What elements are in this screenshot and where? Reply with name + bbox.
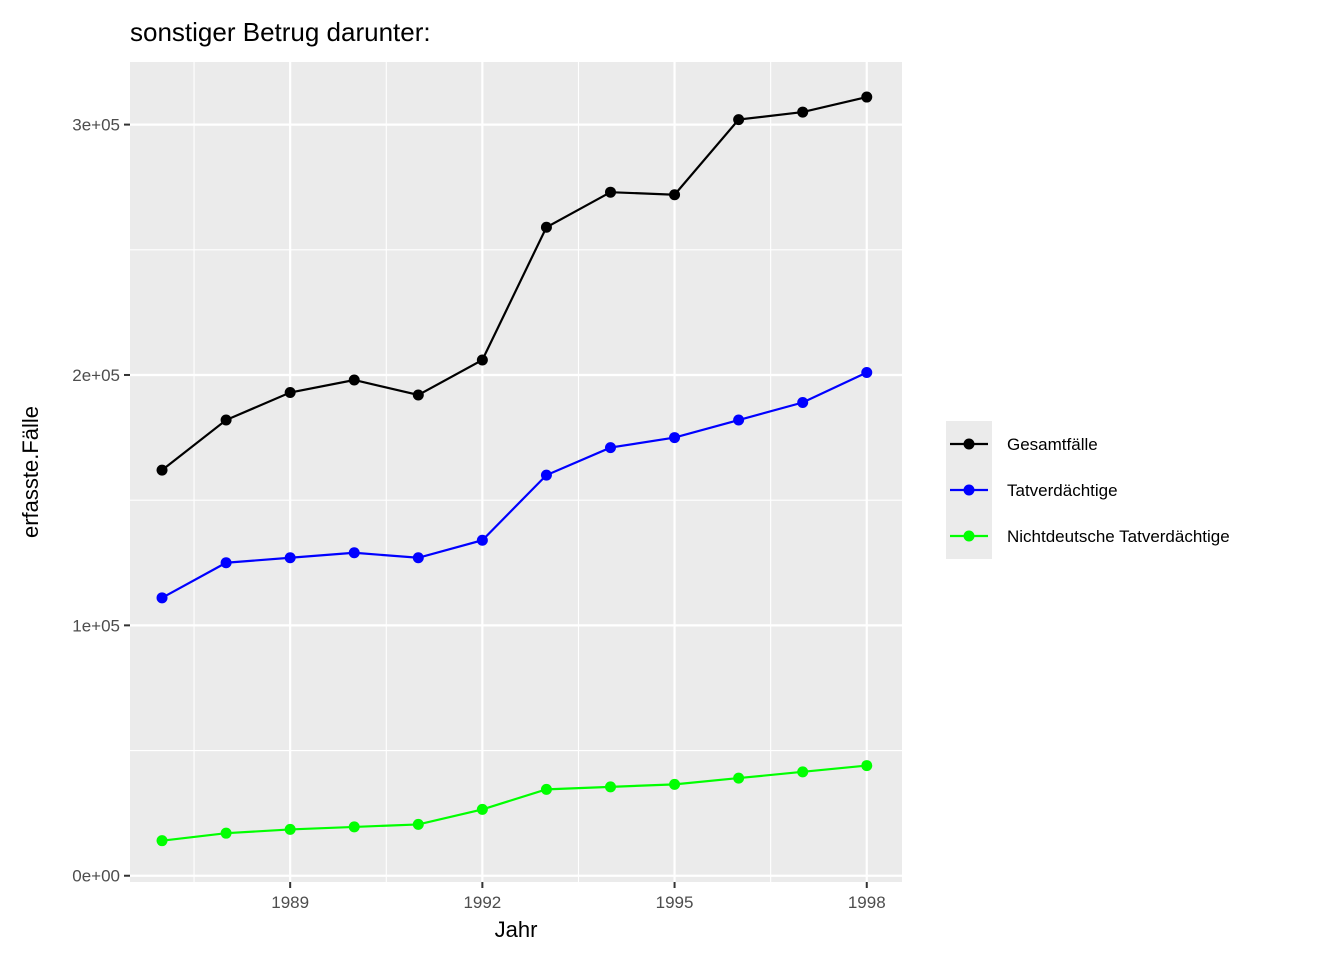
legend: Gesamtfälle Tatverdächtige Nichtdeutsche T… [946, 421, 1230, 559]
plot-panel [130, 62, 902, 882]
data-point [733, 414, 745, 426]
y-tick-label: 1e+05 [72, 616, 120, 635]
data-point [348, 547, 360, 559]
legend-label: Nichtdeutsche Tatverdächtige [1007, 527, 1230, 546]
x-tick-label: 1998 [848, 893, 886, 912]
x-axis-title: Jahr [495, 917, 538, 942]
data-point [540, 469, 552, 481]
data-point [733, 772, 745, 784]
data-point [861, 760, 873, 772]
y-tick-label: 0e+00 [72, 867, 120, 886]
y-axis-title: erfasste.Fälle [18, 406, 43, 538]
y-tick-label: 3e+05 [72, 116, 120, 135]
data-point [733, 114, 745, 126]
data-point [669, 778, 681, 790]
data-point [669, 189, 681, 201]
legend-key-point [963, 530, 975, 542]
data-point [476, 534, 488, 546]
data-point [156, 464, 168, 476]
legend-label: Gesamtfälle [1007, 435, 1098, 454]
data-point [540, 783, 552, 795]
data-point [156, 835, 168, 847]
y-axis: 0e+00 1e+05 2e+05 3e+05 [72, 116, 130, 886]
data-point [412, 389, 424, 401]
legend-label: Tatverdächtige [1007, 481, 1118, 500]
data-point [284, 387, 296, 399]
data-point [284, 552, 296, 564]
series-line-0 [161, 95, 868, 471]
minor-grid [130, 62, 902, 882]
data-point [412, 818, 424, 830]
x-tick-label: 1989 [271, 893, 309, 912]
series-layer [156, 91, 873, 847]
data-point [861, 91, 873, 103]
data-point [284, 823, 296, 835]
data-point [861, 366, 873, 378]
data-point [156, 592, 168, 604]
y-tick-label: 2e+05 [72, 366, 120, 385]
series-line-2 [161, 764, 867, 842]
x-axis: 1989 1992 1995 1998 [271, 882, 886, 912]
data-point [604, 442, 616, 454]
data-point [604, 781, 616, 793]
data-point [348, 374, 360, 386]
data-point [476, 354, 488, 366]
data-point [220, 414, 232, 426]
data-point [669, 432, 681, 444]
data-point [220, 827, 232, 839]
data-point [797, 397, 809, 409]
legend-key-point [963, 484, 975, 496]
data-point [797, 766, 809, 778]
data-point [476, 803, 488, 815]
data-point [412, 552, 424, 564]
data-point [220, 557, 232, 569]
legend-key-point [963, 438, 975, 450]
chart-title: sonstiger Betrug darunter: [130, 17, 431, 47]
x-tick-label: 1995 [656, 893, 694, 912]
data-point [540, 221, 552, 233]
data-point [604, 186, 616, 198]
data-point [348, 821, 360, 833]
x-tick-label: 1992 [463, 893, 501, 912]
data-point [797, 106, 809, 118]
series-line-1 [161, 371, 868, 599]
